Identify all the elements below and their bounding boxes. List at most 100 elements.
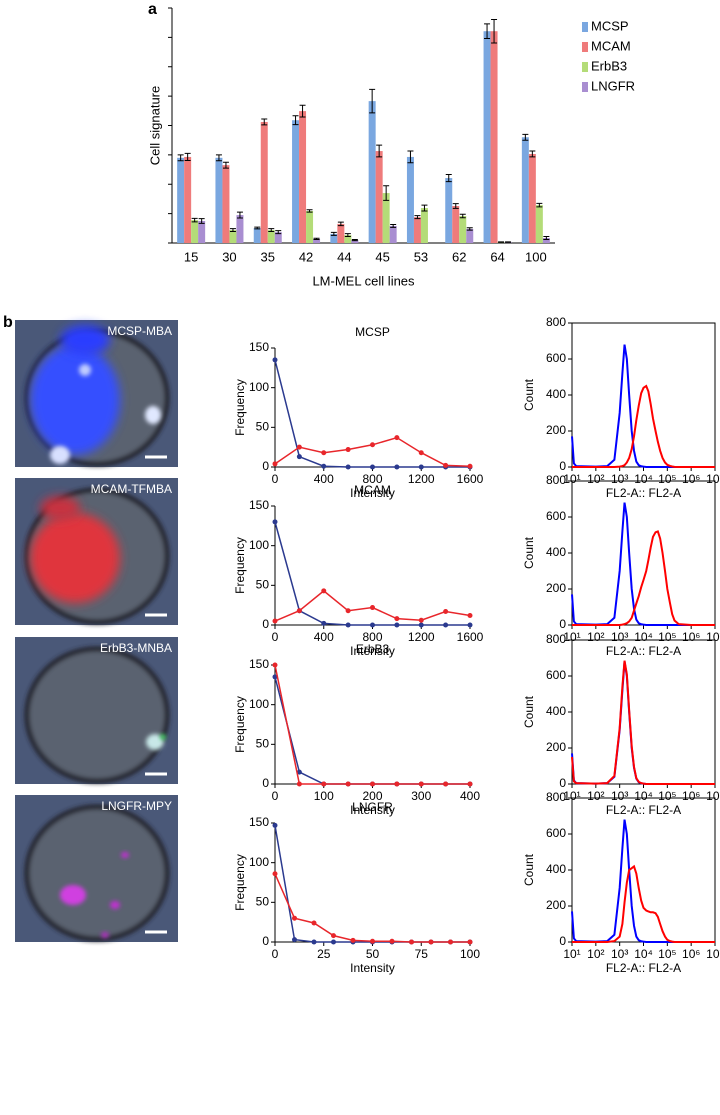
x-tick-label: 10⁶ bbox=[682, 472, 700, 486]
point bbox=[292, 915, 297, 921]
x-axis-label: FL2-A:: FL2-A bbox=[606, 486, 681, 500]
panel-label: a bbox=[148, 1, 157, 18]
y-tick-label: 400 bbox=[546, 545, 566, 559]
plot-frame bbox=[571, 797, 716, 943]
error-bar bbox=[229, 228, 236, 233]
point bbox=[443, 609, 449, 615]
error-bar bbox=[222, 161, 229, 169]
series-line bbox=[274, 359, 470, 468]
point bbox=[345, 622, 351, 628]
x-axis-label: Intensity bbox=[350, 486, 395, 500]
y-axis-label: Cell signature bbox=[147, 86, 162, 166]
error-bar bbox=[414, 215, 421, 220]
chart-title: LNGFR bbox=[352, 800, 393, 814]
x-tick-label: 10³ bbox=[611, 630, 628, 644]
y-tick-label: 0 bbox=[559, 776, 566, 790]
x-tick-label: 10² bbox=[587, 947, 604, 961]
error-bar bbox=[292, 115, 299, 126]
x-tick-label: 10⁶ bbox=[682, 947, 700, 961]
series-line bbox=[274, 436, 471, 467]
cell-image: LNGFR-MPY bbox=[15, 795, 178, 942]
bar bbox=[260, 121, 268, 243]
x-tick-label: 1200 bbox=[408, 630, 435, 644]
fluorescence bbox=[40, 496, 80, 520]
x-tick-label: 35 bbox=[261, 249, 275, 264]
bar bbox=[330, 233, 338, 243]
x-axis-label: Intensity bbox=[350, 803, 395, 817]
y-tick-label: 150 bbox=[249, 498, 269, 512]
x-tick-label: 400 bbox=[314, 472, 334, 486]
series-line bbox=[572, 384, 715, 468]
image-label: MCSP-MBA bbox=[107, 324, 172, 338]
point bbox=[321, 463, 327, 469]
x-tick-label: 30 bbox=[222, 249, 236, 264]
x-tick-label: 100 bbox=[460, 947, 480, 961]
point bbox=[467, 781, 473, 787]
point bbox=[331, 939, 336, 945]
series-line bbox=[572, 864, 715, 943]
y-tick-label: 200 bbox=[546, 423, 566, 437]
x-tick-label: 10⁷ bbox=[706, 789, 720, 803]
bar bbox=[215, 157, 223, 243]
x-tick-label: 10² bbox=[587, 630, 604, 644]
y-tick-label: 600 bbox=[546, 826, 566, 840]
error-bar bbox=[452, 203, 459, 209]
y-tick-label: 800 bbox=[546, 790, 566, 804]
bar bbox=[299, 111, 307, 243]
y-tick-label: 0 bbox=[262, 617, 269, 631]
y-tick-label: 100 bbox=[249, 538, 269, 552]
point bbox=[296, 781, 302, 787]
y-tick-label: 100 bbox=[249, 380, 269, 394]
plot-frame bbox=[571, 480, 716, 626]
y-tick-label: 0 bbox=[559, 617, 566, 631]
x-tick-label: 10⁴ bbox=[634, 947, 653, 961]
x-tick-label: 200 bbox=[362, 789, 382, 803]
x-tick-label: 25 bbox=[317, 947, 331, 961]
x-tick-label: 10⁵ bbox=[658, 789, 676, 803]
bar bbox=[222, 165, 230, 243]
series-line bbox=[571, 819, 715, 943]
fluorescence bbox=[79, 364, 91, 376]
point bbox=[370, 781, 375, 787]
error-bar bbox=[268, 228, 275, 233]
y-tick-label: 600 bbox=[546, 351, 566, 365]
error-bar bbox=[254, 226, 261, 230]
y-axis-label: Count bbox=[522, 853, 536, 886]
error-bar bbox=[344, 233, 351, 238]
fluorescence bbox=[50, 446, 70, 464]
point bbox=[394, 622, 400, 628]
y-tick-label: 0 bbox=[559, 459, 566, 473]
point bbox=[370, 605, 375, 611]
cell-outline bbox=[24, 646, 170, 784]
error-bar bbox=[351, 238, 358, 242]
point bbox=[418, 622, 424, 628]
y-tick-label: 800 bbox=[546, 315, 566, 329]
bar bbox=[344, 235, 352, 243]
bar bbox=[483, 31, 491, 243]
plot-frame bbox=[571, 322, 716, 468]
x-tick-label: 100 bbox=[314, 789, 334, 803]
x-tick-label: 1600 bbox=[457, 630, 484, 644]
point bbox=[321, 781, 327, 787]
legend-swatch bbox=[582, 22, 588, 32]
bar bbox=[528, 153, 536, 243]
error-bar bbox=[491, 18, 498, 44]
error-bar bbox=[484, 23, 491, 40]
x-tick-label: 0 bbox=[272, 789, 279, 803]
fluorescence bbox=[60, 325, 110, 355]
series-line bbox=[571, 344, 715, 468]
x-tick-label: 10⁴ bbox=[634, 630, 653, 644]
legend-label: LNGFR bbox=[591, 78, 635, 93]
chart-title: MCAM bbox=[354, 483, 391, 497]
series-line bbox=[274, 664, 470, 785]
point bbox=[389, 938, 395, 944]
error-bar bbox=[421, 204, 428, 212]
x-tick-label: 10³ bbox=[611, 789, 628, 803]
point bbox=[272, 618, 278, 624]
point bbox=[311, 920, 317, 926]
point bbox=[296, 444, 302, 450]
point bbox=[321, 588, 327, 594]
x-tick-label: 10¹ bbox=[563, 947, 580, 961]
x-tick-label: 0 bbox=[272, 472, 279, 486]
x-tick-label: 100 bbox=[525, 249, 547, 264]
